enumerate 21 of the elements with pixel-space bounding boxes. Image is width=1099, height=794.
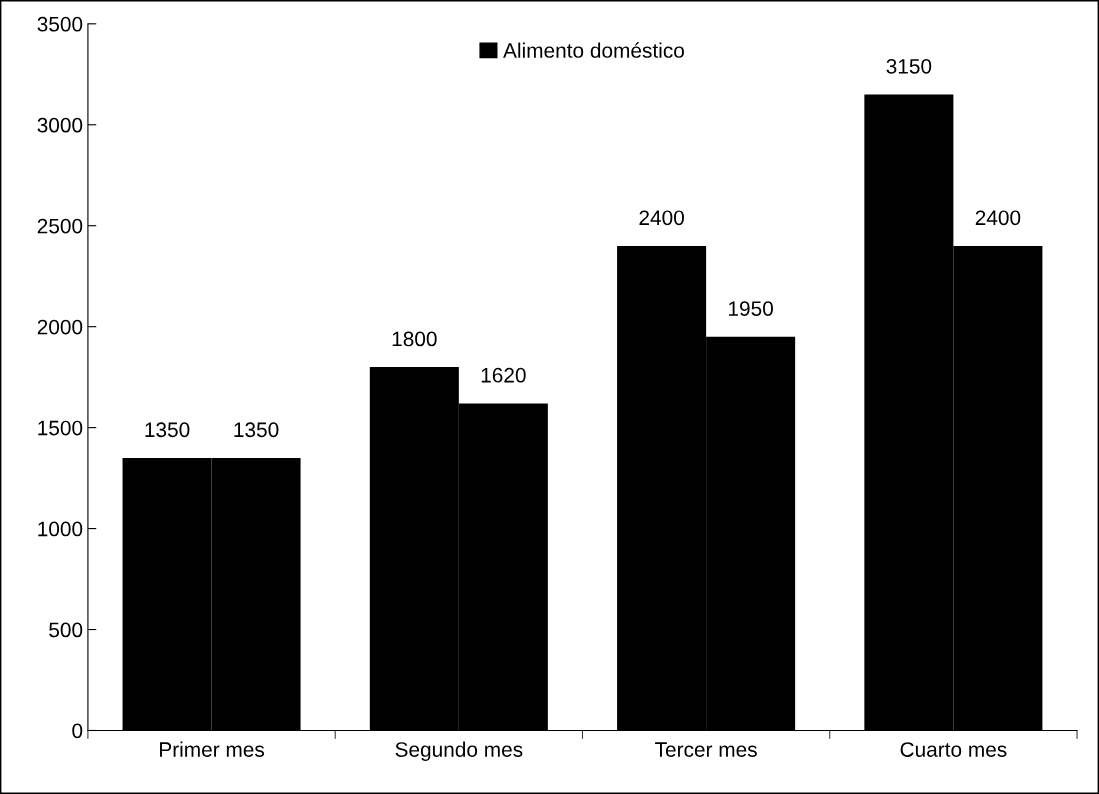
y-tick-label: 1500 (38, 420, 83, 436)
y-tick-label: 0 (72, 723, 83, 739)
y-tick-label: 2500 (37, 218, 83, 234)
data-label: 1350 (234, 422, 279, 438)
y-tick-label: 1000 (38, 521, 83, 537)
y-tick-label: 3500 (37, 16, 83, 32)
x-tick-label: Primer mes (160, 741, 265, 757)
data-label: 2400 (639, 210, 684, 226)
x-tick-label: Cuarto mes (900, 742, 1007, 757)
data-label: 1620 (481, 367, 526, 383)
data-label: 1800 (392, 331, 437, 347)
y-tick-label: 2000 (37, 319, 83, 335)
x-tick-label: Segundo mes (395, 741, 523, 762)
data-label: 2400 (975, 210, 1021, 226)
data-label: 1950 (729, 301, 773, 316)
x-tick-label: Tercer mes (655, 742, 757, 757)
data-label: 3150 (886, 58, 932, 74)
y-tick-label: 500 (49, 622, 83, 638)
data-label: 1350 (145, 422, 190, 438)
y-tick-label: 3000 (37, 117, 83, 133)
legend-label: Alimento doméstico (503, 42, 684, 58)
